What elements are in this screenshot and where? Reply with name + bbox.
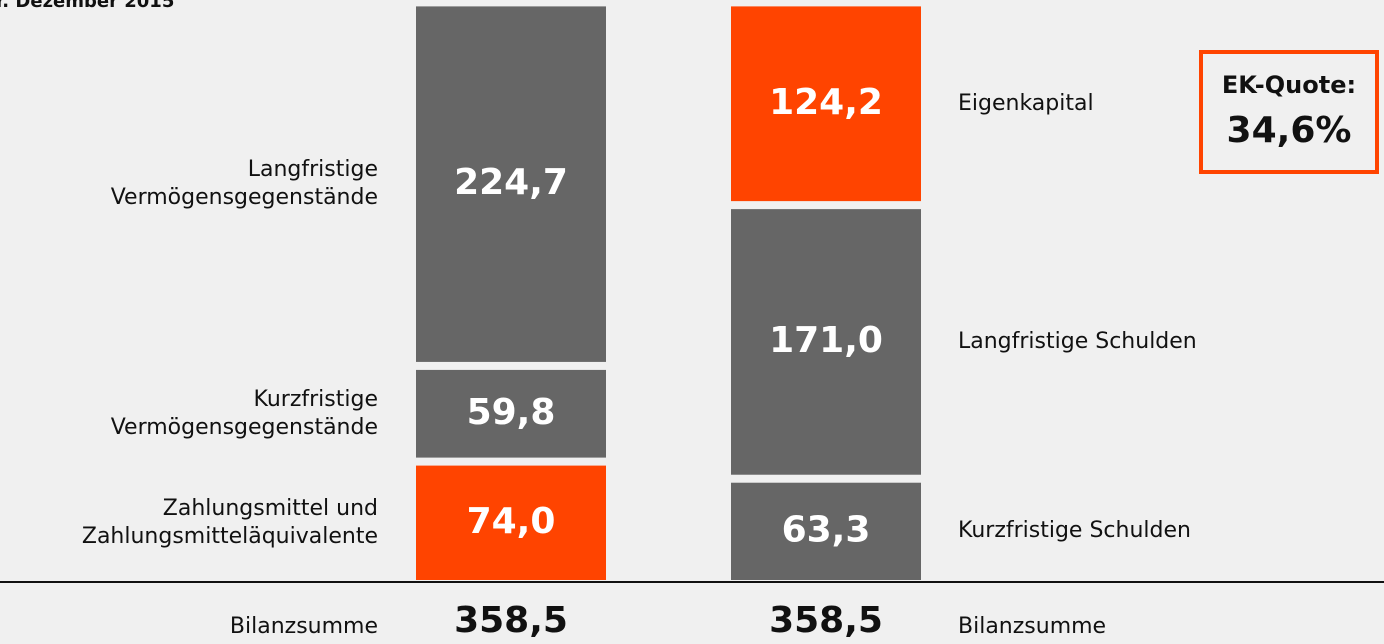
segment-label: Langfristige Vermögensgegenstände (110, 157, 378, 211)
segment-label: Kurzfristige Schulden (958, 518, 1191, 544)
annotation-title: EK-Quote: (1222, 71, 1356, 99)
segment-label: Kurzfristige Vermögensgegenstände (110, 386, 378, 440)
value-label: 59,8 (467, 392, 556, 433)
segment-label: Langfristige Schulden (958, 328, 1197, 354)
total-label: 358,5 (769, 600, 883, 641)
bar-segment (731, 6, 921, 202)
bar-segment (416, 465, 606, 580)
bar-segment (731, 482, 921, 580)
bar-segment (416, 6, 606, 362)
total-name: Bilanzsumme (958, 614, 1107, 639)
bar-segment (731, 209, 921, 475)
total-label: 358,5 (454, 600, 568, 641)
bar-segment (416, 369, 606, 458)
segment-label: Zahlungsmittel und Zahlungsmitteläquival… (81, 495, 378, 549)
annotation-box (1199, 50, 1379, 174)
value-label: 74,0 (467, 501, 556, 542)
annotation-text: 34,6% (1227, 110, 1352, 151)
total-name: Bilanzsumme (229, 614, 378, 639)
segment-label: Eigenkapital (958, 90, 1094, 116)
subtitle: r. Dezember 2015 (0, 0, 174, 12)
value-label: 171,0 (769, 320, 883, 361)
value-label: 124,2 (769, 82, 883, 123)
value-label: 224,7 (454, 162, 568, 203)
value-label: 63,3 (782, 509, 871, 550)
